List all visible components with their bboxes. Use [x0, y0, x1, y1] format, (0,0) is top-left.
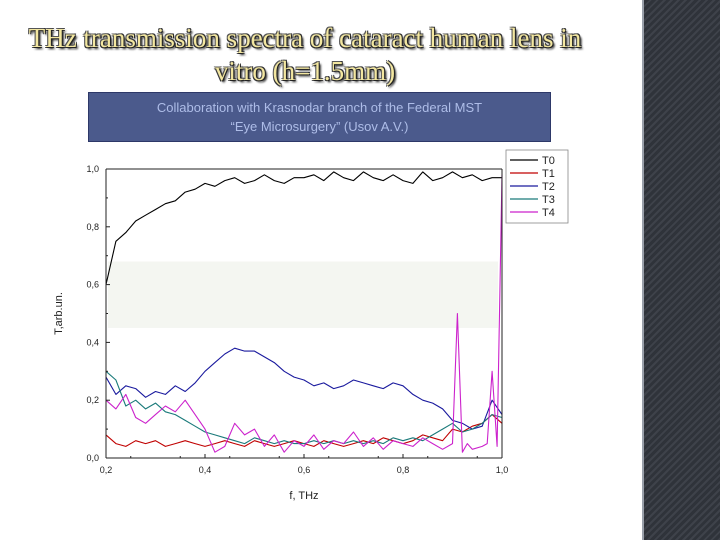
- series-line-t0: [105, 171, 502, 285]
- x-tick-label: 1,0: [496, 465, 509, 475]
- x-axis-label: f, THz: [289, 490, 318, 502]
- y-tick-label: 0,2: [86, 395, 99, 405]
- transmission-chart: 0,2 0,4 0,6 0,8 1,00,00,20,40,60,81,0f, THzT…: [53, 149, 569, 502]
- y-tick-label: 1,0: [86, 164, 99, 174]
- legend-label-t3: T3: [542, 194, 555, 206]
- legend-label-t0: T0: [542, 155, 555, 167]
- y-tick-label: 0,8: [86, 222, 99, 232]
- series-line-t2: [105, 347, 503, 430]
- x-tick-label: 0,6: [298, 465, 311, 475]
- collaboration-box: Collaboration with Krasnodar branch of t…: [88, 92, 551, 142]
- chart-panel: 0,2 0,4 0,6 0,8 1,0 0,0 0,2 0,4 0,6 0,8 1,0 f, THz T…: [33, 142, 575, 512]
- series-line-t3: [105, 370, 503, 445]
- y-tick-label: 0,4: [86, 337, 99, 347]
- legend-label-t2: T2: [542, 181, 555, 193]
- right-decorative-edge: [642, 0, 644, 540]
- right-decorative-bar: [642, 0, 720, 540]
- y-tick-label: 0,0: [86, 453, 99, 463]
- slide-title: THz transmission spectra of cataract hum…: [28, 23, 582, 86]
- y-axis-label: T,arb.un.: [53, 292, 65, 335]
- x-tick-label: 0,2: [100, 465, 113, 475]
- x-tick-label: 0,4: [199, 465, 212, 475]
- legend-label-t1: T1: [542, 168, 555, 180]
- collaboration-line-2: “Eye Microsurgery” (Usov A.V.): [230, 119, 409, 134]
- collaboration-line-1: Collaboration with Krasnodar branch of t…: [156, 100, 483, 115]
- legend-label-t4: T4: [542, 207, 555, 219]
- x-tick-label: 0,8: [397, 465, 410, 475]
- plot-background-band: [108, 261, 498, 328]
- series-line-t4: [105, 174, 503, 453]
- y-tick-label: 0,6: [86, 280, 99, 290]
- series-line-t1: [105, 414, 503, 447]
